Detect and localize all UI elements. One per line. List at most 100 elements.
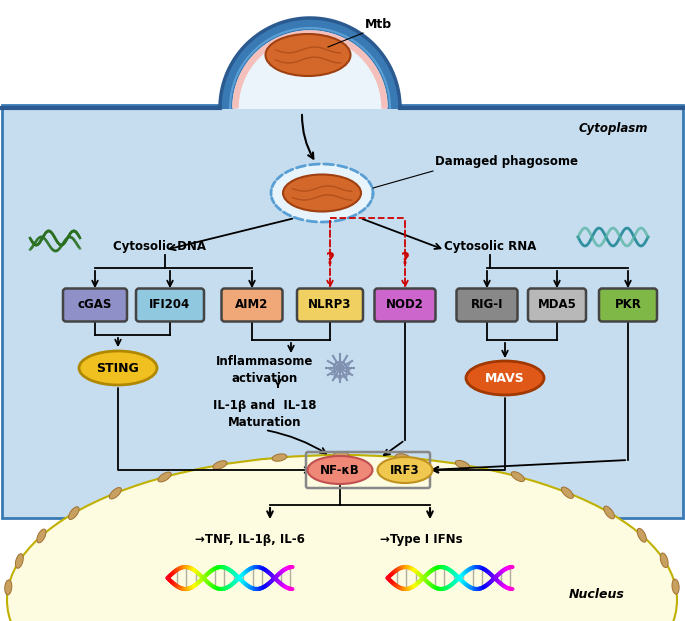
Bar — [2, 105, 683, 518]
Text: STING: STING — [97, 361, 139, 374]
Polygon shape — [357, 50, 362, 55]
FancyBboxPatch shape — [136, 289, 204, 322]
Polygon shape — [233, 31, 387, 108]
Text: IL-1β and  IL-18
Maturation: IL-1β and IL-18 Maturation — [213, 399, 316, 429]
Ellipse shape — [7, 455, 677, 621]
Ellipse shape — [283, 175, 361, 212]
Polygon shape — [381, 93, 386, 97]
Polygon shape — [378, 84, 384, 88]
Polygon shape — [260, 48, 264, 53]
Polygon shape — [290, 33, 293, 39]
Polygon shape — [362, 55, 367, 60]
Polygon shape — [285, 35, 288, 40]
Text: Inflammasome
activation: Inflammasome activation — [216, 355, 314, 385]
Polygon shape — [276, 38, 280, 43]
Polygon shape — [375, 75, 381, 79]
Ellipse shape — [603, 506, 614, 519]
Polygon shape — [273, 39, 278, 45]
Polygon shape — [292, 33, 295, 38]
Polygon shape — [249, 58, 255, 63]
Polygon shape — [235, 89, 240, 92]
Polygon shape — [360, 53, 366, 58]
Text: Mtb: Mtb — [365, 18, 392, 31]
Polygon shape — [253, 55, 258, 60]
Polygon shape — [364, 57, 369, 61]
Polygon shape — [368, 62, 373, 67]
Polygon shape — [342, 39, 347, 45]
Polygon shape — [242, 71, 247, 75]
Polygon shape — [325, 33, 328, 38]
Polygon shape — [380, 91, 386, 94]
Polygon shape — [336, 36, 340, 42]
Ellipse shape — [110, 487, 121, 499]
Polygon shape — [240, 73, 246, 77]
Polygon shape — [379, 89, 385, 92]
Text: Damaged phagosome: Damaged phagosome — [435, 155, 578, 168]
Polygon shape — [233, 103, 238, 106]
Polygon shape — [348, 43, 353, 48]
Polygon shape — [304, 31, 307, 36]
Text: ?: ? — [401, 253, 410, 268]
Polygon shape — [247, 62, 252, 67]
FancyBboxPatch shape — [456, 289, 517, 322]
Polygon shape — [314, 31, 316, 36]
Polygon shape — [251, 57, 256, 61]
Polygon shape — [287, 34, 291, 39]
Ellipse shape — [68, 507, 79, 519]
Polygon shape — [262, 47, 266, 52]
FancyBboxPatch shape — [599, 289, 657, 322]
Polygon shape — [254, 53, 260, 58]
Polygon shape — [263, 45, 269, 51]
Ellipse shape — [377, 457, 432, 483]
Polygon shape — [382, 101, 387, 104]
Ellipse shape — [395, 454, 410, 461]
Polygon shape — [236, 86, 241, 90]
Polygon shape — [374, 73, 379, 77]
Polygon shape — [242, 68, 248, 73]
Ellipse shape — [213, 461, 227, 469]
Text: PKR: PKR — [614, 299, 641, 312]
Polygon shape — [365, 58, 371, 63]
Text: MDA5: MDA5 — [538, 299, 577, 312]
FancyBboxPatch shape — [221, 289, 282, 322]
Ellipse shape — [37, 529, 46, 543]
Polygon shape — [297, 32, 300, 37]
Ellipse shape — [511, 472, 525, 481]
Text: IFI204: IFI204 — [149, 299, 190, 312]
Ellipse shape — [16, 554, 23, 568]
Polygon shape — [318, 32, 321, 37]
Text: IRF3: IRF3 — [390, 463, 420, 476]
Polygon shape — [278, 37, 282, 42]
Text: →TNF, IL-1β, IL-6: →TNF, IL-1β, IL-6 — [195, 533, 305, 546]
Polygon shape — [299, 32, 302, 37]
Text: Cytosolic RNA: Cytosolic RNA — [444, 240, 536, 253]
Polygon shape — [256, 52, 261, 57]
Ellipse shape — [561, 487, 573, 499]
Polygon shape — [280, 36, 284, 42]
Ellipse shape — [466, 361, 544, 395]
Polygon shape — [381, 96, 386, 99]
Text: RIG-I: RIG-I — [471, 299, 503, 312]
Ellipse shape — [456, 460, 469, 469]
Text: Nucleus: Nucleus — [569, 589, 625, 602]
Text: NF-κB: NF-κB — [320, 463, 360, 476]
Ellipse shape — [672, 579, 679, 594]
Polygon shape — [244, 66, 249, 71]
Polygon shape — [323, 32, 326, 37]
Polygon shape — [356, 48, 360, 53]
Ellipse shape — [660, 553, 668, 568]
Text: Cytoplasm: Cytoplasm — [579, 122, 648, 135]
FancyBboxPatch shape — [297, 289, 363, 322]
Polygon shape — [267, 43, 272, 48]
Polygon shape — [237, 82, 242, 86]
Polygon shape — [340, 38, 344, 43]
Polygon shape — [282, 35, 286, 41]
Polygon shape — [306, 31, 309, 36]
Polygon shape — [321, 32, 323, 37]
Polygon shape — [233, 106, 238, 108]
Text: NLRP3: NLRP3 — [308, 299, 351, 312]
Polygon shape — [369, 65, 375, 69]
Polygon shape — [371, 66, 376, 71]
Polygon shape — [265, 44, 270, 49]
Polygon shape — [301, 31, 304, 37]
